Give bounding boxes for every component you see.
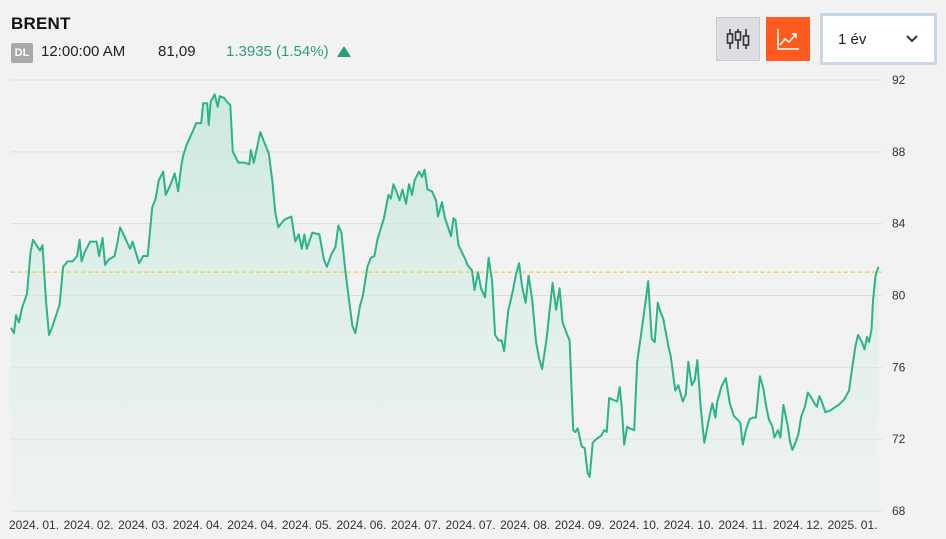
x-tick-label: 2024. 08. [500,518,550,532]
candlestick-view-button[interactable] [716,17,760,61]
x-tick-label: 2024. 10. [664,518,714,532]
x-tick-label: 2024. 04. [227,518,277,532]
area-fill-path [11,94,879,512]
x-tick-label: 2024. 04. [173,518,223,532]
x-tick-label: 2024. 07. [391,518,441,532]
x-tick-label: 2024. 02. [64,518,114,532]
quote-price: 81,09 [158,43,196,60]
candlestick-chart-icon [726,29,750,49]
line-view-button[interactable] [766,17,810,61]
x-tick-label: 2024. 07. [446,518,496,532]
x-tick-label: 2024. 09. [555,518,605,532]
y-tick-label: 68 [892,504,906,518]
period-select[interactable]: 1 év [820,13,937,65]
y-tick-label: 72 [892,432,906,446]
quote-change: 1.3935 (1.54%) [226,43,329,60]
up-arrow-icon [337,46,351,57]
x-tick-label: 2024. 01. [9,518,59,532]
x-tick-label: 2024. 11. [718,518,767,532]
y-tick-label: 84 [892,217,906,231]
x-tick-label: 2024. 05. [282,518,332,532]
price-line [10,93,880,478]
y-tick-label: 76 [892,360,906,374]
chart-header: BRENT DL 12:00:00 AM 81,09 1.3935 (1.54%… [0,0,946,72]
x-tick-label: 2024. 12. [773,518,823,532]
instrument-title: BRENT [11,14,71,33]
y-tick-label: 92 [892,73,906,87]
y-tick-label: 80 [892,289,906,303]
x-axis: 2024. 01. 2024. 02. 2024. 03. 2024. 04. 2024… [9,518,877,532]
y-axis: 68 72 76 80 84 88 92 [892,73,906,518]
chevron-down-icon [906,35,918,43]
source-badge: DL [11,43,33,63]
x-tick-label: 2024. 06. [336,518,386,532]
x-tick-label: 2024. 03. [118,518,168,532]
series-line [10,93,880,478]
x-tick-label: 2025. 01. [827,518,877,532]
y-tick-label: 88 [892,145,906,159]
line-chart-icon [777,29,799,50]
quote-time: 12:00:00 AM [41,43,126,60]
x-tick-label: 2024. 10. [609,518,659,532]
period-value: 1 év [838,31,867,48]
area-fill [11,94,879,512]
